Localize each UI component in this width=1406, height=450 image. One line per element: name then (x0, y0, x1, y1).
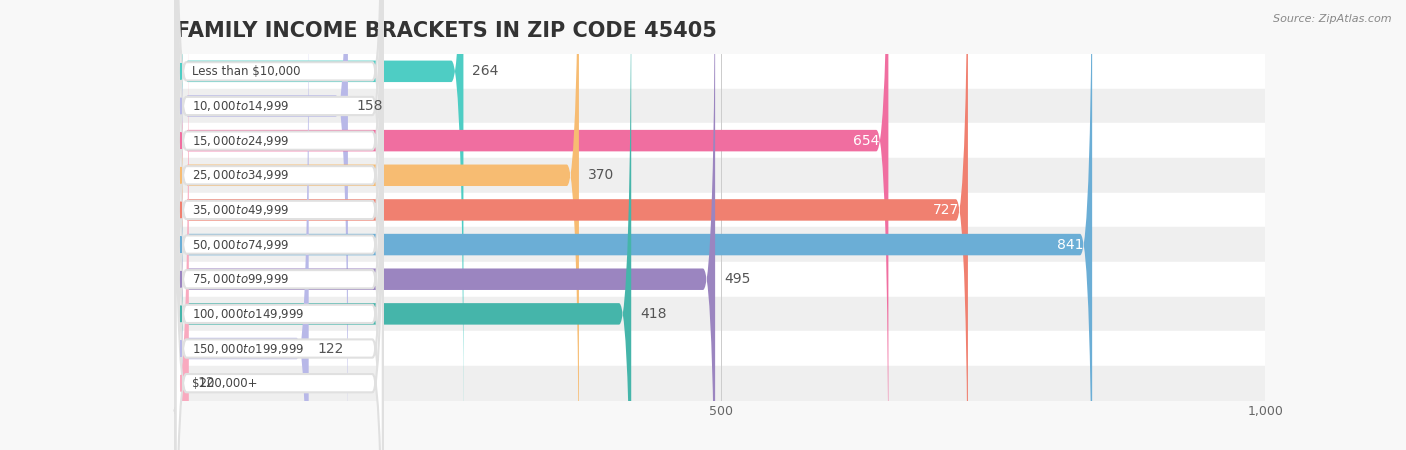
Text: 654: 654 (853, 134, 880, 148)
Bar (176, 227, 1265, 262)
FancyBboxPatch shape (176, 0, 1092, 450)
Bar (176, 331, 1265, 366)
FancyBboxPatch shape (176, 0, 382, 426)
FancyBboxPatch shape (176, 0, 382, 450)
Bar (176, 193, 1265, 227)
Text: 264: 264 (472, 64, 499, 78)
Text: 495: 495 (724, 272, 751, 286)
Text: 841: 841 (1057, 238, 1084, 252)
FancyBboxPatch shape (176, 0, 347, 450)
Text: $50,000 to $74,999: $50,000 to $74,999 (191, 238, 290, 252)
FancyBboxPatch shape (176, 29, 382, 450)
Text: 418: 418 (640, 307, 666, 321)
FancyBboxPatch shape (176, 0, 464, 447)
FancyBboxPatch shape (176, 0, 382, 391)
Text: $75,000 to $99,999: $75,000 to $99,999 (191, 272, 290, 286)
Text: 727: 727 (934, 203, 959, 217)
FancyBboxPatch shape (176, 7, 188, 450)
FancyBboxPatch shape (176, 0, 382, 450)
FancyBboxPatch shape (176, 0, 579, 450)
Text: $10,000 to $14,999: $10,000 to $14,999 (191, 99, 290, 113)
FancyBboxPatch shape (176, 63, 382, 450)
Text: 122: 122 (318, 342, 344, 356)
Bar (176, 123, 1265, 158)
Bar (176, 54, 1265, 89)
FancyBboxPatch shape (176, 0, 716, 450)
FancyBboxPatch shape (176, 0, 309, 450)
FancyBboxPatch shape (176, 0, 889, 450)
Text: $25,000 to $34,999: $25,000 to $34,999 (191, 168, 290, 182)
Text: Less than $10,000: Less than $10,000 (191, 65, 299, 78)
Text: 370: 370 (588, 168, 614, 182)
Text: $100,000 to $149,999: $100,000 to $149,999 (191, 307, 304, 321)
Bar (176, 366, 1265, 400)
FancyBboxPatch shape (176, 0, 382, 450)
Text: 158: 158 (357, 99, 382, 113)
Text: $15,000 to $24,999: $15,000 to $24,999 (191, 134, 290, 148)
Text: $150,000 to $199,999: $150,000 to $199,999 (191, 342, 304, 356)
FancyBboxPatch shape (176, 0, 382, 450)
Text: Source: ZipAtlas.com: Source: ZipAtlas.com (1274, 14, 1392, 23)
Bar (176, 158, 1265, 193)
Text: 12: 12 (197, 376, 215, 390)
FancyBboxPatch shape (176, 0, 967, 450)
FancyBboxPatch shape (176, 0, 382, 450)
FancyBboxPatch shape (176, 0, 631, 450)
Bar (176, 262, 1265, 297)
FancyBboxPatch shape (176, 0, 382, 450)
Text: $35,000 to $49,999: $35,000 to $49,999 (191, 203, 290, 217)
Text: $200,000+: $200,000+ (191, 377, 257, 390)
Text: FAMILY INCOME BRACKETS IN ZIP CODE 45405: FAMILY INCOME BRACKETS IN ZIP CODE 45405 (176, 21, 717, 41)
Bar (176, 297, 1265, 331)
Bar (176, 89, 1265, 123)
